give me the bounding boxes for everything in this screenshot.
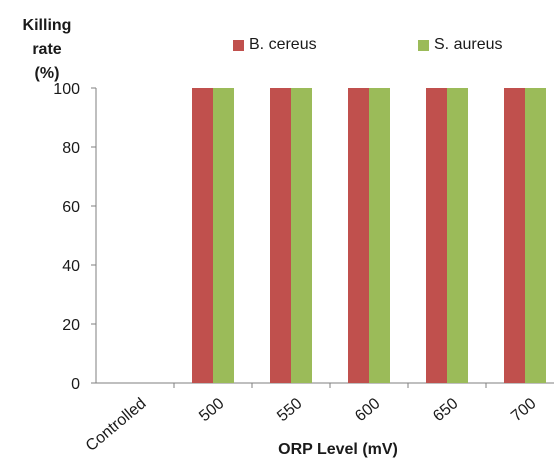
legend-swatch-b-cereus bbox=[233, 39, 244, 51]
legend-item-s-aureus: S. aureus bbox=[418, 36, 502, 54]
x-tick-label: 550 bbox=[274, 395, 305, 425]
y-tick-label: 100 bbox=[53, 81, 80, 98]
y-tick-label: 80 bbox=[62, 140, 80, 157]
x-tick-label: 600 bbox=[352, 395, 383, 425]
y-axis-title-line1: Killing rate bbox=[22, 17, 72, 58]
y-axis-title: Killing rate (%) bbox=[6, 14, 88, 86]
x-tick-label: 650 bbox=[430, 395, 461, 425]
bar-s-aureus-600 bbox=[369, 88, 390, 383]
x-tick-label: 500 bbox=[196, 395, 227, 425]
y-tick-label: 20 bbox=[62, 317, 80, 334]
bar-s-aureus-550 bbox=[291, 88, 312, 383]
bar-b-cereus-550 bbox=[270, 88, 291, 383]
y-tick-label: 40 bbox=[62, 258, 80, 275]
bar-s-aureus-500 bbox=[213, 88, 234, 383]
bar-s-aureus-700 bbox=[525, 88, 546, 383]
bar-b-cereus-650 bbox=[426, 88, 447, 383]
legend-item-b-cereus: B. cereus bbox=[233, 36, 317, 54]
x-tick-label: Controlled bbox=[83, 395, 150, 455]
legend-label-s-aureus: S. aureus bbox=[434, 36, 503, 53]
legend-label-b-cereus: B. cereus bbox=[249, 36, 317, 53]
x-axis-title: ORP Level (mV) bbox=[278, 441, 398, 458]
bar-b-cereus-700 bbox=[504, 88, 525, 383]
y-tick-label: 0 bbox=[71, 376, 80, 393]
legend-swatch-s-aureus bbox=[418, 39, 429, 51]
bar-b-cereus-600 bbox=[348, 88, 369, 383]
y-axis-title-line2: (%) bbox=[34, 65, 60, 82]
bar-b-cereus-500 bbox=[192, 88, 213, 383]
y-tick-label: 60 bbox=[62, 199, 80, 216]
x-tick-label: 700 bbox=[508, 395, 539, 425]
bar-s-aureus-650 bbox=[447, 88, 468, 383]
